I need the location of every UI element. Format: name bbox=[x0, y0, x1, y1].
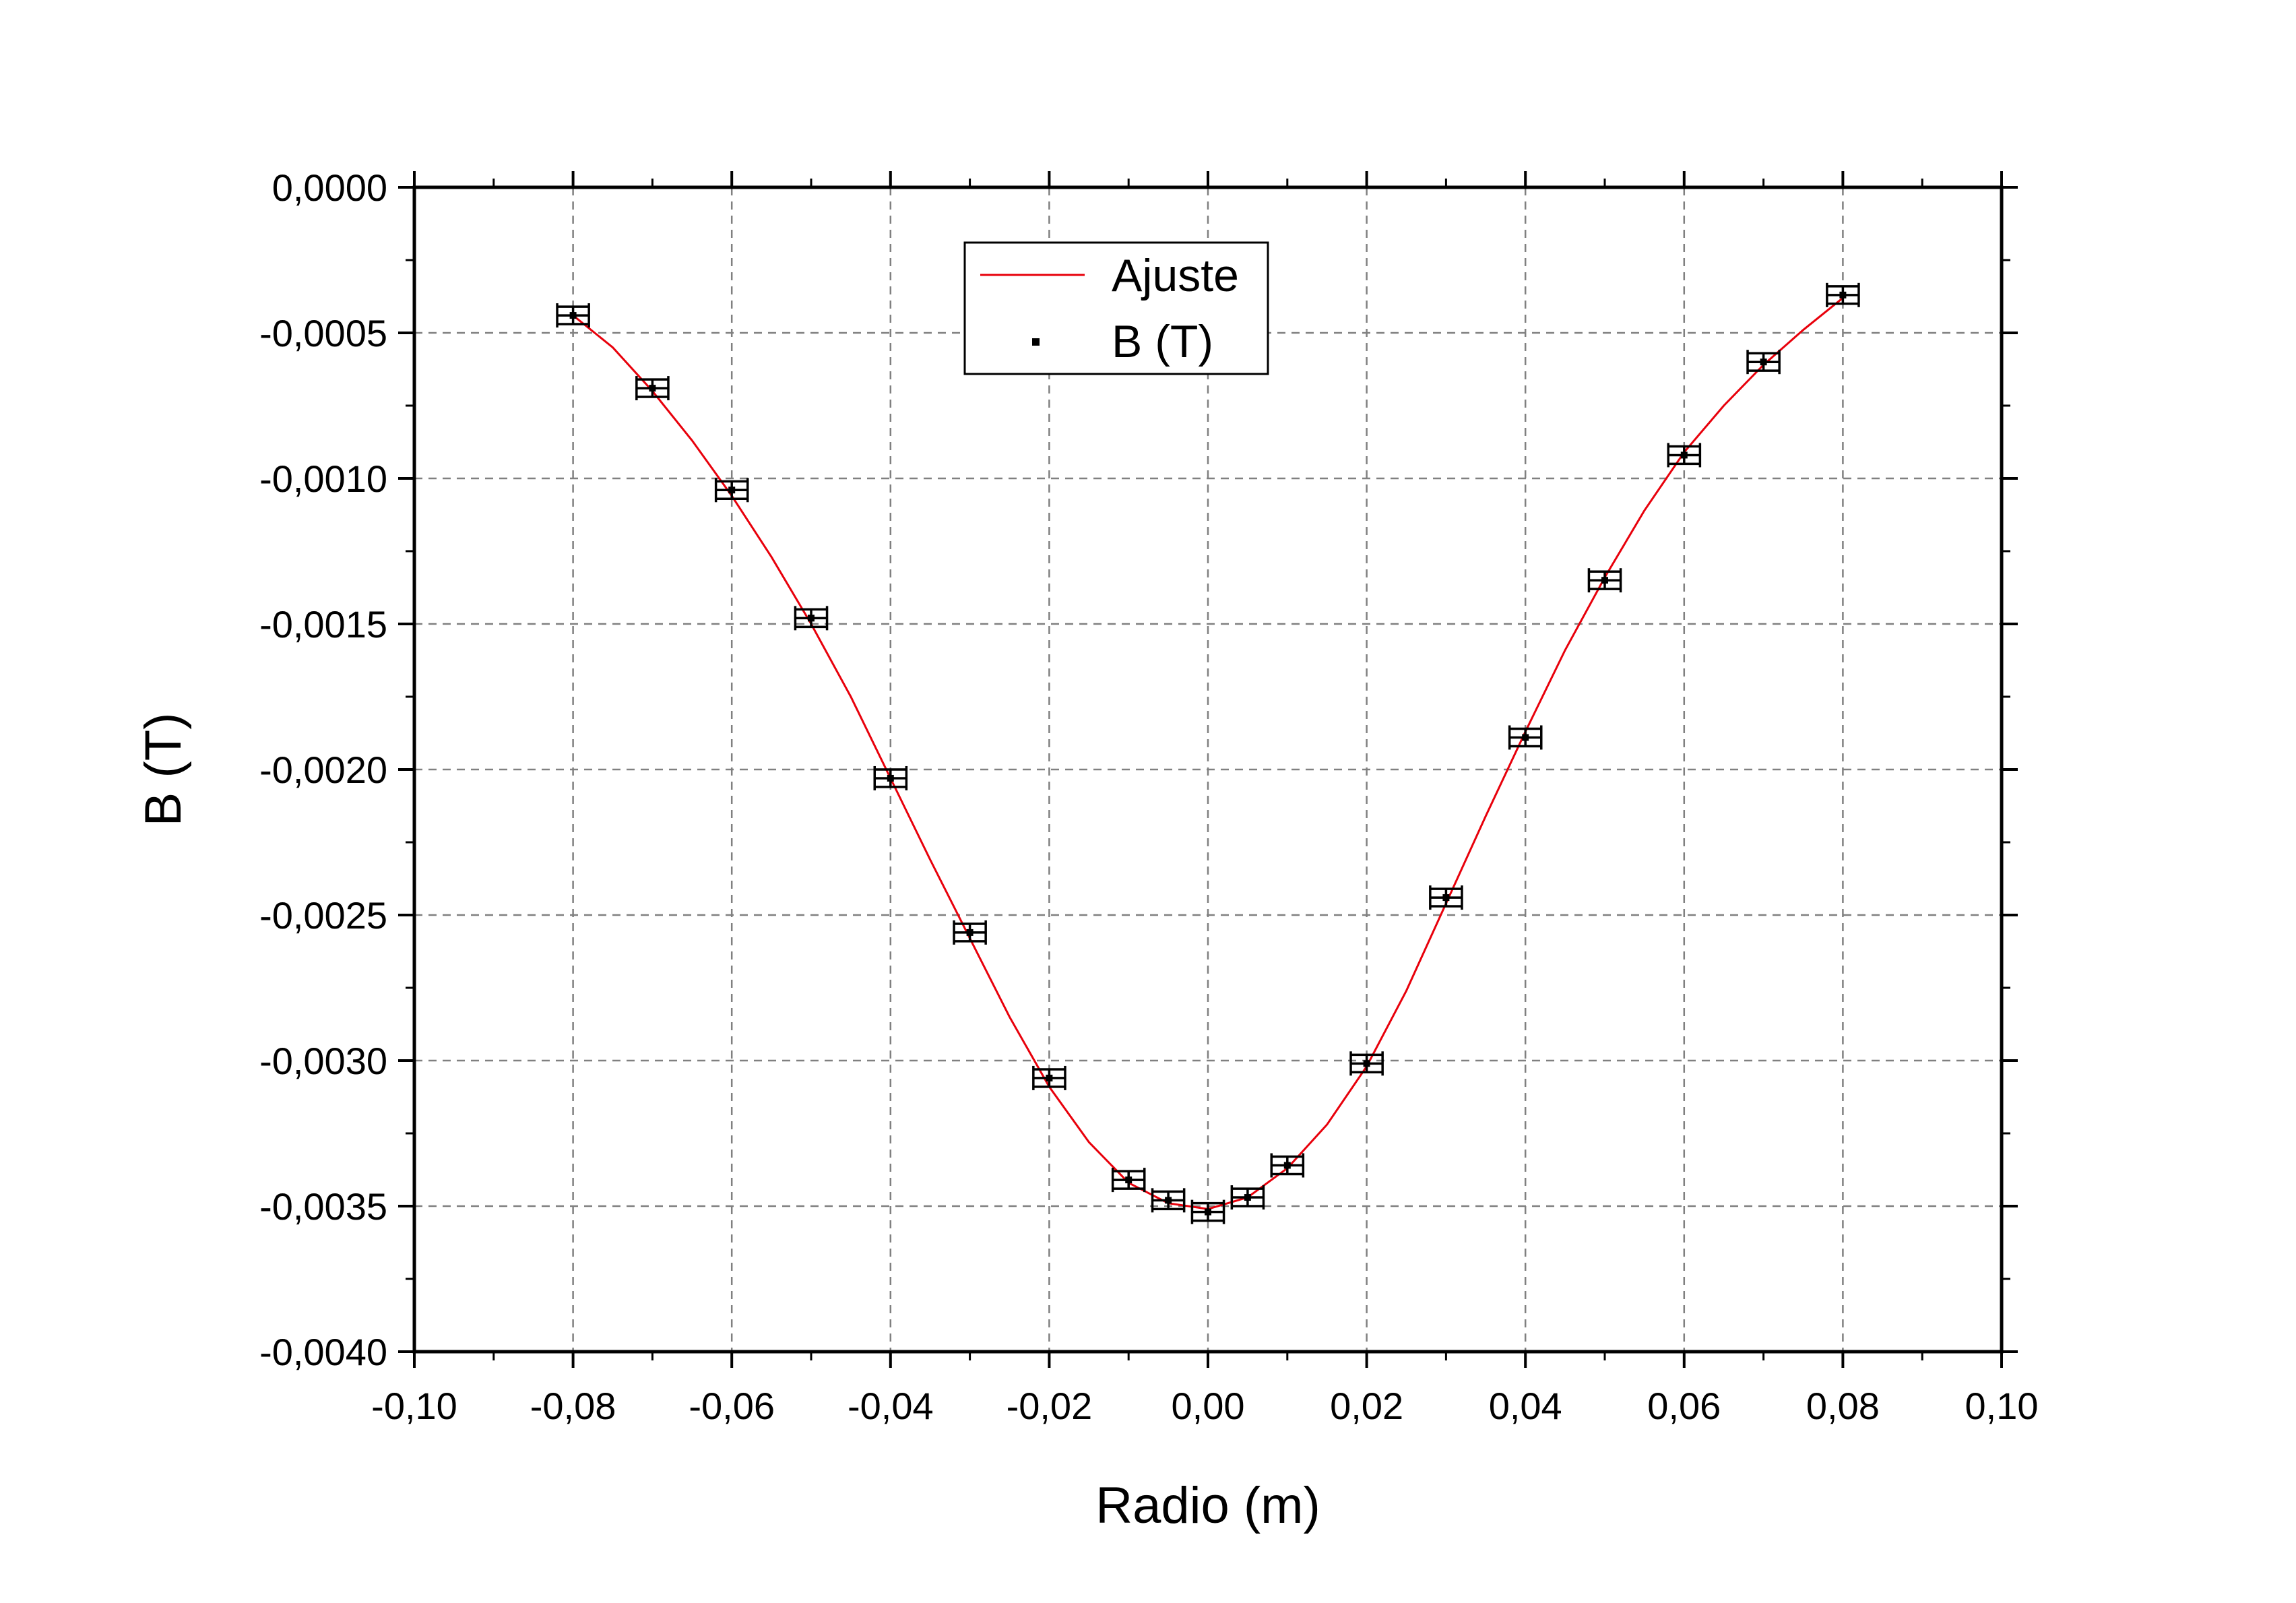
legend-box bbox=[963, 241, 1269, 375]
y-tick-label: -0,0035 bbox=[259, 1185, 387, 1228]
x-tick-label: -0,02 bbox=[1007, 1385, 1093, 1427]
data-point-marker bbox=[1442, 894, 1450, 902]
y-tick-label: -0,0025 bbox=[259, 894, 387, 937]
legend-label-b: B (T) bbox=[1112, 316, 1213, 367]
data-point-marker bbox=[1680, 451, 1688, 459]
x-tick-label: -0,10 bbox=[371, 1385, 457, 1427]
data-point bbox=[1190, 1199, 1225, 1224]
label-layer: -0,10 -0,08 -0,06 -0,04 -0,02 0,00 0,02 0,04 0,0… bbox=[259, 166, 2038, 1427]
tick-layer bbox=[398, 171, 2018, 1368]
legend-swatch-b bbox=[1032, 338, 1040, 346]
data-point-marker bbox=[728, 486, 736, 494]
data-point-marker bbox=[1125, 1176, 1133, 1184]
data-point-marker bbox=[808, 615, 815, 622]
x-tick-label: -0,04 bbox=[848, 1385, 934, 1427]
data-point-marker bbox=[1601, 577, 1608, 584]
data-point-marker bbox=[1363, 1060, 1370, 1067]
data-point-marker bbox=[1839, 291, 1847, 298]
data-point-marker bbox=[1244, 1194, 1251, 1201]
x-tick-label: 0,02 bbox=[1330, 1385, 1403, 1427]
x-tick-label: 0,06 bbox=[1647, 1385, 1721, 1427]
x-tick-label: 0,08 bbox=[1806, 1385, 1880, 1427]
x-tick-label: 0,10 bbox=[1965, 1385, 2039, 1427]
plot-frame bbox=[412, 185, 2004, 1354]
data-point bbox=[1230, 1185, 1265, 1210]
data-point bbox=[714, 478, 749, 503]
y-tick-label: -0,0010 bbox=[259, 458, 387, 500]
y-tick-label: -0,0005 bbox=[259, 312, 387, 354]
y-tick-label: -0,0030 bbox=[259, 1040, 387, 1082]
data-point bbox=[1826, 282, 1860, 307]
data-point bbox=[1032, 1065, 1066, 1090]
data-point bbox=[1429, 885, 1463, 910]
data-point bbox=[556, 303, 590, 328]
y-tick-label: -0,0020 bbox=[259, 749, 387, 791]
data-point-marker bbox=[1283, 1162, 1291, 1169]
data-point bbox=[1270, 1153, 1305, 1178]
data-point-marker bbox=[649, 385, 656, 392]
data-point bbox=[635, 376, 670, 401]
legend: Ajuste B (T) bbox=[963, 241, 1269, 375]
data-point bbox=[1746, 350, 1781, 375]
data-point bbox=[1667, 443, 1702, 468]
series-layer bbox=[556, 282, 1860, 1224]
data-point bbox=[1111, 1168, 1146, 1193]
data-point-marker bbox=[1165, 1197, 1172, 1204]
x-axis-title: Radio (m) bbox=[1095, 1477, 1320, 1534]
data-point bbox=[873, 765, 908, 790]
x-tick-label: -0,06 bbox=[689, 1385, 775, 1427]
data-point-marker bbox=[887, 774, 894, 782]
data-point bbox=[1587, 568, 1622, 593]
data-point bbox=[794, 606, 829, 631]
data-point bbox=[1508, 725, 1543, 750]
x-tick-label: -0,08 bbox=[530, 1385, 616, 1427]
data-point-marker bbox=[1205, 1208, 1211, 1216]
data-point-marker bbox=[569, 312, 577, 319]
y-tick-label: -0,0040 bbox=[259, 1331, 387, 1373]
data-point-marker bbox=[1522, 734, 1529, 741]
data-point-marker bbox=[1046, 1074, 1053, 1081]
legend-label-ajuste: Ajuste bbox=[1112, 250, 1239, 301]
data-point-marker bbox=[966, 929, 974, 936]
data-point-marker bbox=[1760, 358, 1767, 366]
x-tick-label: 0,00 bbox=[1172, 1385, 1245, 1427]
data-point bbox=[1151, 1188, 1186, 1213]
data-point bbox=[953, 920, 987, 945]
y-tick-label: 0,0000 bbox=[272, 166, 387, 209]
data-point bbox=[1349, 1051, 1384, 1076]
x-tick-label: 0,04 bbox=[1489, 1385, 1562, 1427]
y-axis-title: B (T) bbox=[135, 713, 192, 827]
y-tick-label: -0,0015 bbox=[259, 603, 387, 646]
